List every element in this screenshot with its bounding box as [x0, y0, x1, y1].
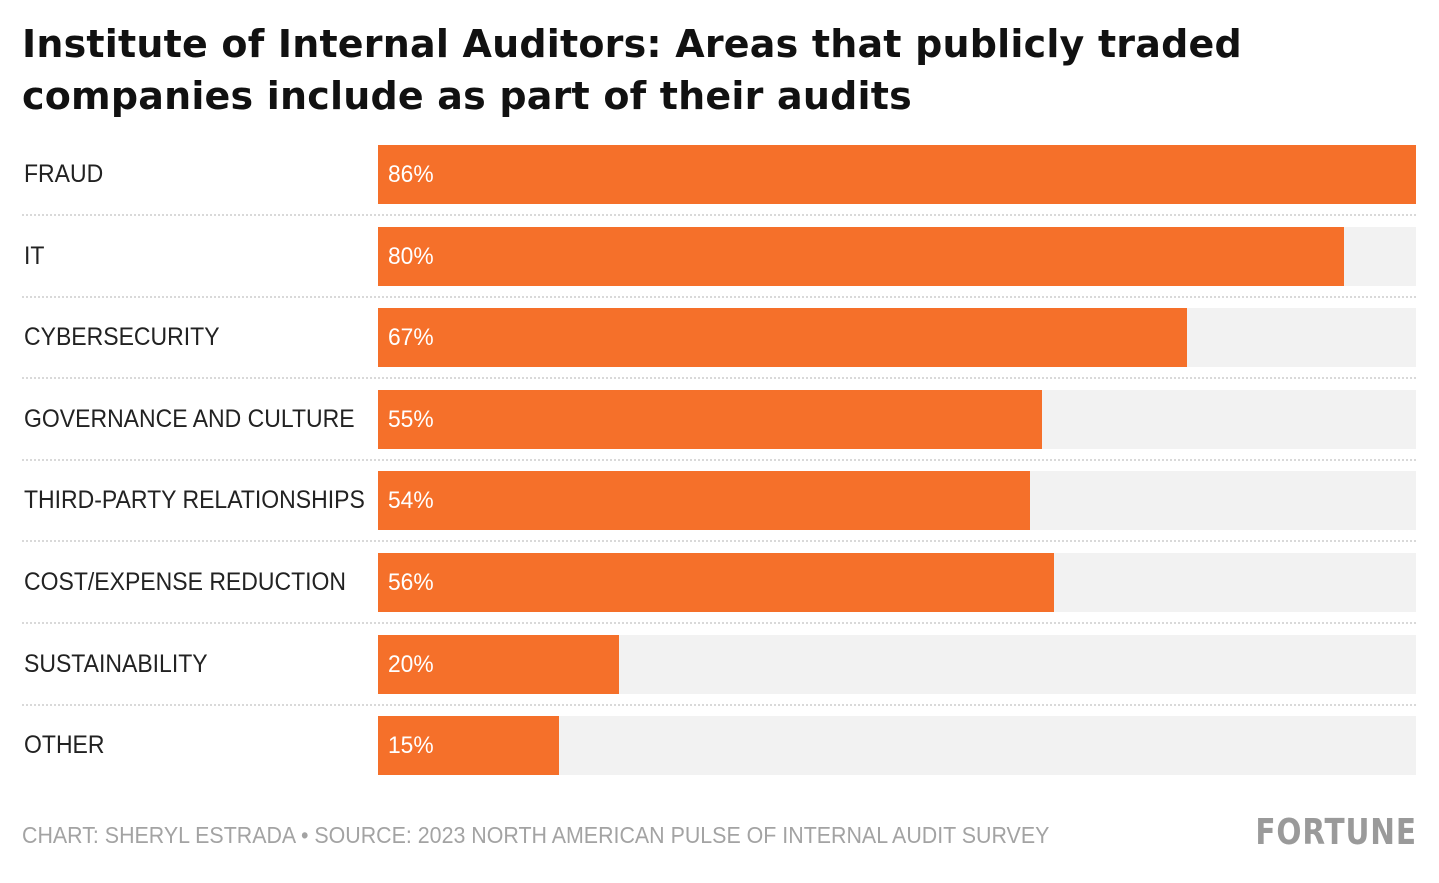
bar-row: OTHER 15% [22, 716, 1416, 776]
fortune-logo: FORTUNE [1255, 812, 1417, 853]
bar: 56% [378, 552, 1054, 612]
data-label: 55% [388, 405, 434, 433]
category-label: COST/EXPENSE REDUCTION [24, 567, 347, 596]
bar: 86% [378, 145, 1416, 204]
bar-row: SUSTAINABILITY 20% [22, 634, 1416, 706]
bar-chart: FRAUD 86% IT 80% CYBERSECURITY 67% GOVERNANCE … [22, 145, 1416, 798]
bar: 54% [378, 471, 1030, 531]
data-label: 56% [388, 568, 434, 596]
bar-row: CYBERSECURITY 67% [22, 308, 1416, 380]
category-label: GOVERNANCE AND CULTURE [24, 404, 355, 433]
category-label: FRAUD [24, 160, 104, 188]
bar-row: FRAUD 86% [22, 145, 1416, 216]
bar: 80% [378, 226, 1344, 286]
data-label: 15% [388, 732, 434, 760]
bar-track: 86% [378, 145, 1416, 204]
bar: 20% [378, 634, 620, 694]
bar-track: 55% [378, 389, 1416, 449]
data-label: 86% [388, 161, 434, 188]
category-label: CYBERSECURITY [24, 323, 220, 352]
bar-track: 67% [378, 308, 1416, 368]
category-label: SUSTAINABILITY [24, 649, 208, 678]
bar-row: GOVERNANCE AND CULTURE 55% [22, 389, 1416, 461]
bar: 15% [378, 716, 560, 776]
category-label: IT [24, 241, 45, 270]
bar-row: COST/EXPENSE REDUCTION 56% [22, 552, 1416, 624]
bar-track: 54% [378, 471, 1416, 531]
bar-track: 20% [378, 634, 1416, 694]
bar: 55% [378, 389, 1042, 449]
data-label: 20% [388, 650, 434, 678]
data-label: 80% [388, 242, 434, 270]
category-label: OTHER [24, 731, 105, 760]
data-label: 54% [388, 487, 434, 515]
bar-track: 80% [378, 226, 1416, 286]
bar: 67% [378, 308, 1187, 368]
chart-source-footer: CHART: SHERYL ESTRADA • SOURCE: 2023 NOR… [22, 822, 1050, 848]
bar-track: 56% [378, 552, 1416, 612]
bar-row: IT 80% [22, 226, 1416, 298]
bar-track: 15% [378, 716, 1416, 776]
chart-title: Institute of Internal Auditors: Areas th… [22, 22, 1242, 118]
data-label: 67% [388, 324, 434, 352]
bar-row: THIRD-PARTY RELATIONSHIPS 54% [22, 471, 1416, 543]
category-label: THIRD-PARTY RELATIONSHIPS [24, 486, 365, 515]
